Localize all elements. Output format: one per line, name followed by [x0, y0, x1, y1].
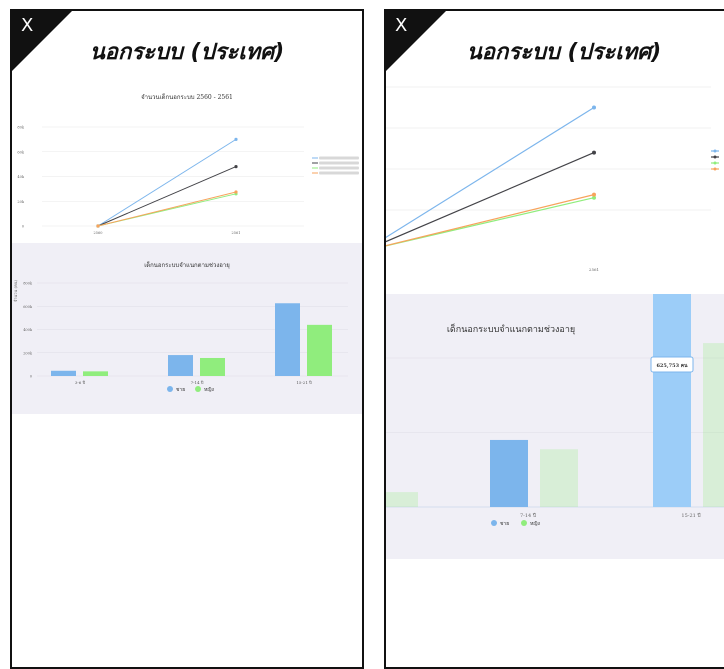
bar-chart-section	[12, 243, 362, 414]
line-point	[592, 195, 596, 200]
y-tick-label: 20k	[17, 200, 24, 204]
bar	[307, 324, 332, 376]
y-tick-label: 0	[22, 225, 24, 229]
line-point	[234, 165, 238, 169]
line-series	[97, 138, 237, 227]
corner-triangle	[386, 11, 446, 71]
x-tick-label: 3-6 ปี	[75, 380, 86, 385]
legend-male: ชาย	[176, 387, 185, 393]
page-title: นอกระบบ (ประเทศ)	[89, 40, 285, 65]
line-point	[592, 105, 596, 110]
line-chart: จำนวนเด็กนอกระบบ 2560 - 2561 0 20k 40k 60k 8…	[17, 92, 359, 235]
bar	[200, 357, 225, 376]
x-tick-label: 2561	[589, 267, 599, 272]
bar-chart-title: เด็กนอกระบบจำแนกตามช่วงอายุ	[144, 260, 230, 269]
y-tick-label: 400k	[23, 328, 33, 332]
bar-chart-title: เด็กนอกระบบจำแนกตามช่วงอายุ	[447, 322, 575, 335]
legend-label	[319, 166, 359, 170]
legend-dot-male	[491, 520, 497, 526]
close-icon[interactable]: X	[21, 15, 34, 36]
legend-female: หญิง	[530, 520, 541, 527]
line-series	[386, 106, 595, 238]
legend-male: ชาย	[500, 521, 509, 527]
legend-dot	[713, 149, 717, 153]
legend-dot	[713, 161, 717, 165]
legend-dot-female	[521, 520, 527, 526]
y-axis-label: จำนวน (คน)	[13, 280, 18, 303]
x-tick-label: 2561	[232, 231, 241, 235]
bar-chart-zoomed: เด็กนอกระบบจำแนกตามช่วงอายุ 3-6 ปี7-14 ป…	[386, 294, 724, 527]
bar	[490, 439, 528, 507]
line-series	[386, 197, 595, 247]
line-series	[97, 166, 237, 227]
line-point	[592, 150, 596, 155]
legend-label	[319, 161, 359, 165]
line-series	[386, 152, 595, 243]
bar	[653, 294, 691, 507]
x-tick-label: 15-21 ปี	[681, 512, 700, 519]
x-tick-label: 7-14 ปี	[191, 380, 204, 385]
line-chart-title: จำนวนเด็กนอกระบบ 2560 - 2561	[141, 92, 233, 101]
line-point	[592, 192, 596, 197]
legend-dot	[713, 167, 717, 171]
x-tick-label: 2560	[94, 231, 103, 235]
line-chart-zoomed: 2561	[386, 86, 719, 272]
line-series	[386, 194, 595, 247]
bar	[51, 370, 76, 376]
y-tick-label: 600k	[23, 305, 33, 309]
bar	[386, 492, 418, 507]
y-tick-label: 60k	[17, 150, 24, 154]
bar	[275, 303, 300, 376]
y-tick-label: 0	[30, 375, 32, 379]
right-panel: X นอกระบบ (ประเทศ) 2561 เด็กนอกระบบจำแนก…	[384, 9, 724, 669]
corner-triangle	[12, 11, 72, 71]
legend-dot-male	[167, 386, 173, 392]
legend-label	[319, 171, 359, 175]
bar-chart: เด็กนอกระบบจำแนกตามช่วงอายุ จำนวน (คน) 0…	[13, 260, 348, 393]
line-point	[234, 190, 238, 194]
left-panel: X นอกระบบ (ประเทศ) จำนวนเด็กนอกระบบ 2560…	[10, 9, 364, 669]
y-tick-label: 80k	[17, 126, 24, 130]
y-tick-label: 40k	[17, 175, 24, 179]
line-series	[97, 191, 237, 227]
line-point	[96, 224, 100, 228]
legend-female: หญิง	[204, 386, 215, 393]
x-tick-label: 15-21 ปี	[296, 380, 312, 385]
y-tick-label: 800k	[23, 282, 33, 286]
bar	[540, 449, 578, 507]
bar	[703, 343, 724, 507]
line-point	[234, 137, 238, 141]
y-tick-label: 200k	[23, 351, 33, 355]
legend-dot	[713, 155, 717, 159]
legend-label	[319, 156, 359, 160]
tooltip: 625,753 คน	[650, 356, 694, 373]
page-title: นอกระบบ (ประเทศ)	[466, 40, 662, 65]
tooltip-text: 625,753 คน	[656, 363, 688, 369]
close-icon[interactable]: X	[395, 15, 408, 36]
bar	[83, 371, 108, 376]
x-tick-label: 7-14 ปี	[520, 512, 536, 519]
bar	[168, 355, 193, 376]
legend-dot-female	[195, 386, 201, 392]
